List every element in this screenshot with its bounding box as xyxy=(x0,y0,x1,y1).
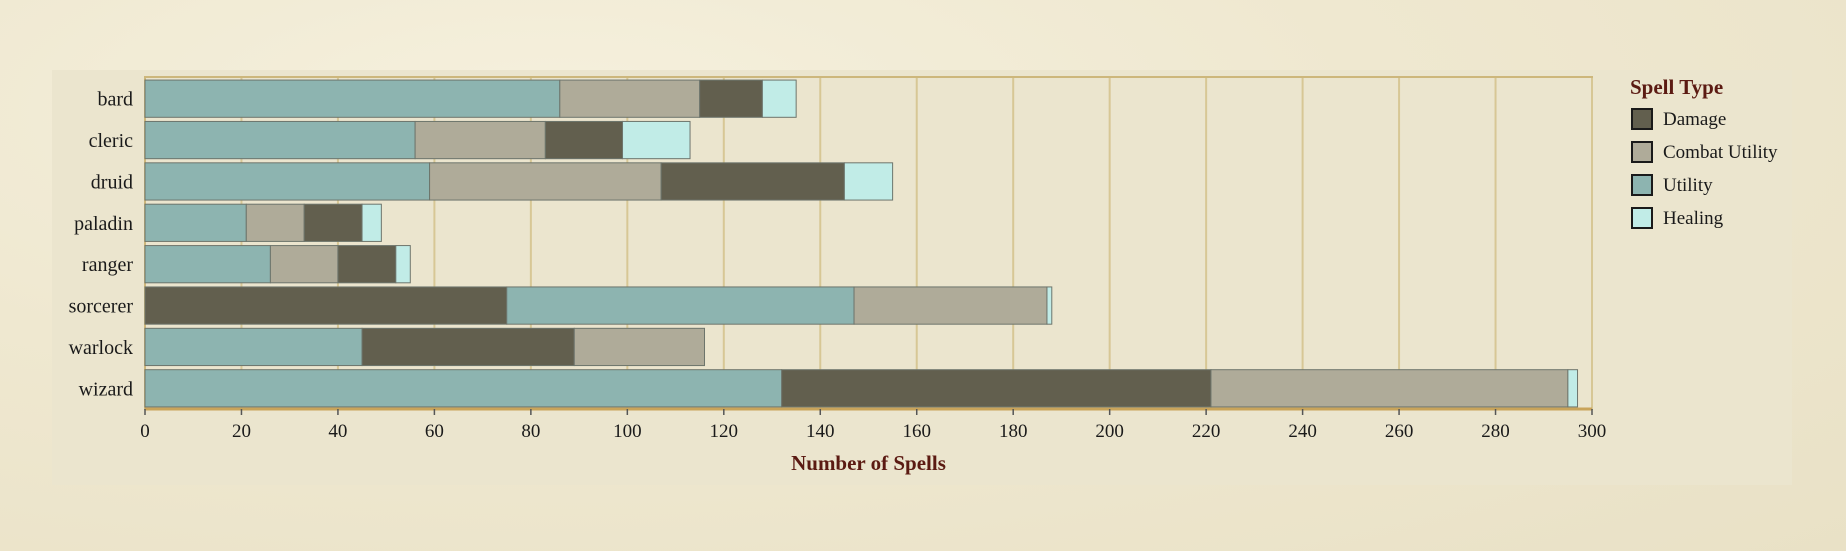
bar-segment-cleric-healing xyxy=(622,120,691,160)
x-tick-label: 100 xyxy=(613,421,642,442)
x-tick-label: 240 xyxy=(1288,421,1317,442)
legend-swatch xyxy=(1631,108,1653,130)
bar-segment-ranger-healing xyxy=(395,245,411,284)
legend-label: Utility xyxy=(1663,175,1713,196)
x-tick-label: 300 xyxy=(1578,421,1607,442)
legend-swatch xyxy=(1631,174,1653,196)
bar-segment-sorcerer-combat-utility xyxy=(853,286,1048,325)
x-tick-label: 220 xyxy=(1192,421,1221,442)
bar-segment-druid-damage xyxy=(660,162,845,201)
bar-segment-cleric-utility xyxy=(144,120,416,160)
category-label: paladin xyxy=(74,213,133,235)
category-label: sorcerer xyxy=(69,296,134,318)
bar-segment-cleric-combat-utility xyxy=(414,120,546,160)
x-tick-label: 160 xyxy=(902,421,931,442)
legend-swatch xyxy=(1631,141,1653,163)
x-tick-label: 20 xyxy=(232,421,251,442)
legend-swatch xyxy=(1631,207,1653,229)
bar-segment-cleric-damage xyxy=(544,120,624,160)
category-labels: bard cleric druid paladin ranger sorcerer warl… xyxy=(69,89,134,401)
x-tick-label: 180 xyxy=(999,421,1027,442)
x-axis: 0 20 40 60 80 100 120 140 160 180 200 220 240 260 280 3… xyxy=(140,407,1607,442)
bar-segment-paladin-combat-utility xyxy=(245,203,305,242)
bar-segment-paladin-healing xyxy=(361,203,382,242)
bar-segment-bard-combat-utility xyxy=(559,79,701,118)
bar-segment-paladin-damage xyxy=(303,203,363,242)
x-tick-label: 140 xyxy=(806,421,835,442)
legend-label: Healing xyxy=(1663,208,1724,229)
bar-segment-sorcerer-damage xyxy=(144,286,508,325)
bar-segment-wizard-combat-utility xyxy=(1210,369,1569,408)
bar-segment-druid-utility xyxy=(144,162,431,201)
bar-segment-ranger-utility xyxy=(144,245,271,284)
bar-segment-druid-combat-utility xyxy=(429,162,662,201)
bar-segment-sorcerer-utility xyxy=(506,286,855,325)
bar-segment-wizard-healing xyxy=(1567,369,1579,408)
category-label: bard xyxy=(97,89,133,111)
bar-segment-warlock-damage xyxy=(361,327,575,367)
category-label: druid xyxy=(91,171,133,193)
legend-title: Spell Type xyxy=(1630,75,1723,99)
bar-segment-bard-healing xyxy=(761,79,797,118)
stacked-bar-chart: 0 20 40 60 80 100 120 140 160 180 200 220 240 260 280 3… xyxy=(69,75,1778,475)
legend-label: Combat Utility xyxy=(1663,142,1778,163)
x-tick-label: 200 xyxy=(1095,421,1124,442)
chart-panel: 0 20 40 60 80 100 120 140 160 180 200 220 240 260 280 3… xyxy=(52,70,1792,485)
x-tick-label: 260 xyxy=(1385,421,1414,442)
legend: Spell Type Damage Combat Utility Utility He… xyxy=(1630,75,1778,229)
bar-segment-druid-healing xyxy=(843,162,894,201)
x-tick-label: 80 xyxy=(521,421,540,442)
bar-segment-ranger-damage xyxy=(337,245,397,284)
bar-segment-warlock-utility xyxy=(144,327,363,367)
bar-segment-wizard-utility xyxy=(144,369,783,408)
bars xyxy=(144,79,1579,408)
x-axis-title: Number of Spells xyxy=(791,451,946,475)
bar-segment-paladin-utility xyxy=(144,203,247,242)
x-tick-label: 60 xyxy=(425,421,444,442)
category-label: cleric xyxy=(89,130,134,152)
bar-segment-bard-utility xyxy=(144,79,561,118)
x-tick-label: 40 xyxy=(328,421,347,442)
bar-segment-wizard-damage xyxy=(781,369,1212,408)
category-label: wizard xyxy=(79,378,133,400)
bar-segment-ranger-combat-utility xyxy=(269,245,339,284)
x-tick-label: 0 xyxy=(140,421,150,442)
category-label: ranger xyxy=(82,254,133,276)
bar-segment-sorcerer-healing xyxy=(1046,286,1053,325)
bar-segment-warlock-combat-utility xyxy=(573,327,706,367)
x-tick-label: 280 xyxy=(1481,421,1510,442)
bar-segment-bard-damage xyxy=(699,79,763,118)
legend-label: Damage xyxy=(1663,109,1726,130)
x-tick-label: 120 xyxy=(710,421,739,442)
category-label: warlock xyxy=(69,337,133,359)
